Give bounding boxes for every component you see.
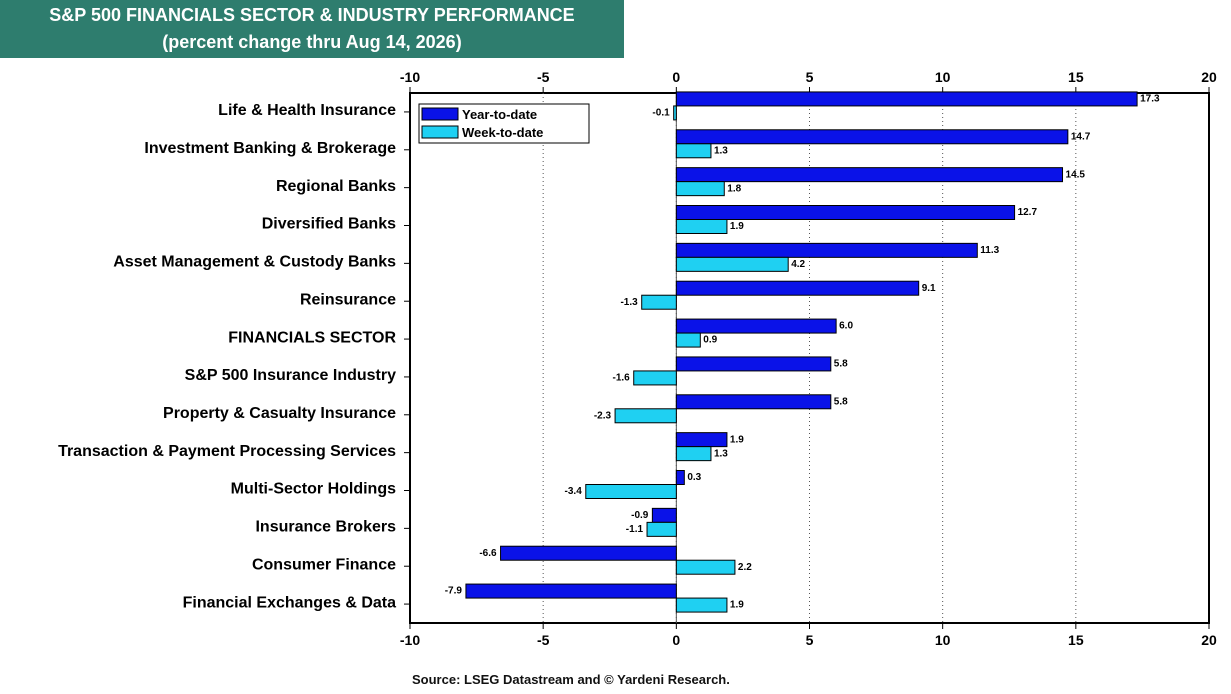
data-label: 14.7 [1071,131,1091,142]
bar-year-to-date [675,205,1016,220]
data-label: 0.9 [703,335,717,346]
x-tick-label-top: 10 [935,69,951,85]
data-label: 1.9 [730,221,744,232]
data-label: -0.1 [652,108,670,119]
data-label: 1.3 [714,448,728,459]
category-label: Consumer Finance [252,556,396,573]
data-label: 1.8 [727,183,741,194]
x-tick-label-bottom: 5 [806,632,814,648]
category-label: Transaction & Payment Processing Service… [58,443,396,460]
bar-year-to-date [675,470,685,485]
bar-week-to-date [675,181,725,197]
bar-week-to-date [675,332,701,348]
category-label: FINANCIALS SECTOR [228,329,396,346]
data-label: 5.8 [834,396,848,407]
data-label: 1.3 [714,145,728,156]
x-tick-label-bottom: 10 [935,632,951,648]
bar-year-to-date [675,167,1064,183]
data-label: -3.4 [565,486,583,497]
bar-week-to-date [585,484,677,499]
data-label: 5.8 [834,359,848,370]
bar-year-to-date [675,129,1069,145]
x-tick-label-bottom: -10 [400,632,420,648]
bar-week-to-date [673,105,677,121]
chart-title: S&P 500 FINANCIALS SECTOR & INDUSTRY PER… [49,5,575,25]
data-label: -6.6 [479,548,497,559]
bar-year-to-date [675,91,1138,107]
chart-subtitle: (percent change thru Aug 14, 2026) [162,32,462,52]
x-tick-label-bottom: 0 [672,632,680,648]
data-label: 1.9 [730,600,744,611]
x-tick-label-top: -5 [537,69,550,85]
data-label: 6.0 [839,321,853,332]
category-label: Multi-Sector Holdings [231,481,396,498]
x-tick-label-bottom: 15 [1068,632,1084,648]
x-tick-label-top: 5 [806,69,814,85]
bar-week-to-date [675,446,712,462]
bar-week-to-date [675,256,789,272]
data-label: 17.3 [1140,94,1160,105]
bar-week-to-date [675,219,728,234]
data-label: -2.3 [594,410,612,421]
data-label: 11.3 [980,245,999,256]
data-label: 4.2 [791,259,805,270]
x-tick-label-bottom: -5 [537,632,550,648]
title-banner: S&P 500 FINANCIALS SECTOR & INDUSTRY PER… [0,0,624,58]
category-label: Investment Banking & Brokerage [144,140,396,157]
legend-label: Year-to-date [462,107,537,122]
data-label: 14.5 [1066,169,1086,180]
bar-week-to-date [633,370,677,386]
legend-swatch-ytd [421,107,459,121]
bar-year-to-date [675,242,978,258]
bar-year-to-date [465,583,677,599]
bar-week-to-date [675,143,712,159]
data-label: -7.9 [445,586,463,597]
bar-year-to-date [675,280,920,296]
x-tick-label-bottom: 20 [1201,632,1217,648]
category-label: Reinsurance [300,291,396,308]
x-tick-label-top: 20 [1201,69,1217,85]
category-label: Life & Health Insurance [218,102,396,119]
category-label: Financial Exchanges & Data [183,594,397,611]
data-label: -1.6 [612,373,630,384]
category-label: Regional Banks [276,178,396,195]
data-label: 9.1 [922,283,936,294]
x-tick-label-top: 15 [1068,69,1084,85]
bar-year-to-date [500,545,677,561]
bar-week-to-date [675,559,736,575]
category-label: Asset Management & Custody Banks [113,254,396,271]
bar-year-to-date [675,394,832,410]
source-note: Source: LSEG Datastream and © Yardeni Re… [412,672,730,687]
data-label: -0.9 [631,510,649,521]
bar-year-to-date [675,432,728,448]
legend-label: Week-to-date [462,125,543,140]
bar-year-to-date [675,318,837,334]
data-label: 1.9 [730,434,744,445]
data-label: 2.2 [738,562,752,573]
bar-week-to-date [675,597,728,613]
bar-week-to-date [614,408,677,424]
x-tick-label-top: -10 [400,69,420,85]
category-label: Insurance Brokers [255,519,396,536]
bar-year-to-date [651,507,677,523]
bar-week-to-date [641,294,677,310]
x-tick-label-top: 0 [672,69,680,85]
bar-week-to-date [646,521,677,537]
category-label: S&P 500 Insurance Industry [185,367,396,384]
data-label: 0.3 [687,472,701,483]
legend-swatch-wtd [421,125,459,139]
bar-year-to-date [675,356,832,372]
category-label: Diversified Banks [262,216,396,233]
data-label: -1.3 [620,297,638,308]
data-label: 12.7 [1018,207,1038,218]
data-label: -1.1 [626,524,644,535]
category-label: Property & Casualty Insurance [163,405,396,422]
